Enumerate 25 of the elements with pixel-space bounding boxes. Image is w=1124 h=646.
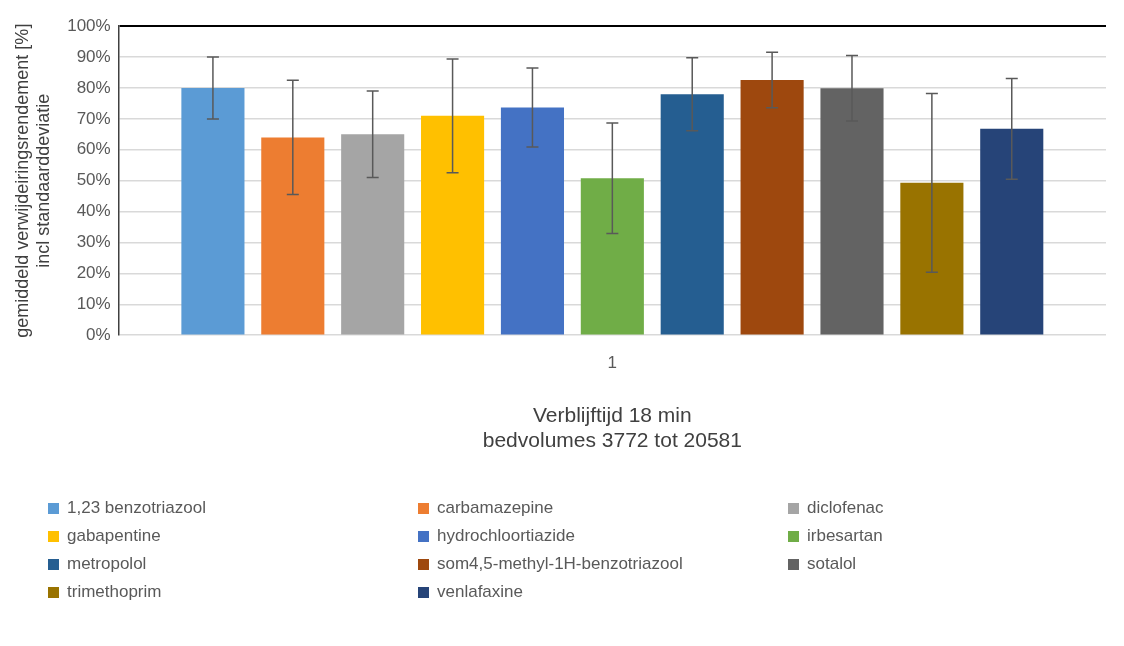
y-tick-label: 40% xyxy=(76,201,111,221)
y-axis-title: gemiddeld verwijdeiringsrendement [%] incl standaarddeviatie xyxy=(11,23,54,338)
y-tick-label: 50% xyxy=(76,170,111,190)
y-tick-label: 100% xyxy=(67,15,111,35)
legend-label: gabapentine xyxy=(67,526,161,546)
legend-label: venlafaxine xyxy=(437,582,524,602)
y-tick-label: 0% xyxy=(86,324,111,344)
x-axis-title: Verblijftijd 18 min bedvolumes 3772 tot 20581 xyxy=(482,403,742,452)
legend-label: trimethoprim xyxy=(67,582,162,602)
legend-label: diclofenac xyxy=(807,498,884,518)
legend-label: carbamazepine xyxy=(437,498,554,518)
y-tick-label: 10% xyxy=(76,293,111,313)
legend-label: 1,23 benzotriazool xyxy=(67,498,206,518)
y-tick-label: 70% xyxy=(76,108,111,128)
y-tick-label: 20% xyxy=(76,263,111,283)
y-tick-label: 90% xyxy=(76,46,111,66)
y-tick-label: 80% xyxy=(76,77,111,97)
legend-label: som4,5-methyl-1H-benzotriazool xyxy=(437,554,683,574)
x-tick-label: 1 xyxy=(607,353,618,373)
y-tick-label: 30% xyxy=(76,232,111,252)
legend-label: hydrochloortiazide xyxy=(437,526,575,546)
legend-label: metropolol xyxy=(67,554,147,574)
y-tick-label: 60% xyxy=(76,139,111,159)
legend-label: irbesartan xyxy=(807,526,883,546)
legend-label: sotalol xyxy=(807,554,857,574)
